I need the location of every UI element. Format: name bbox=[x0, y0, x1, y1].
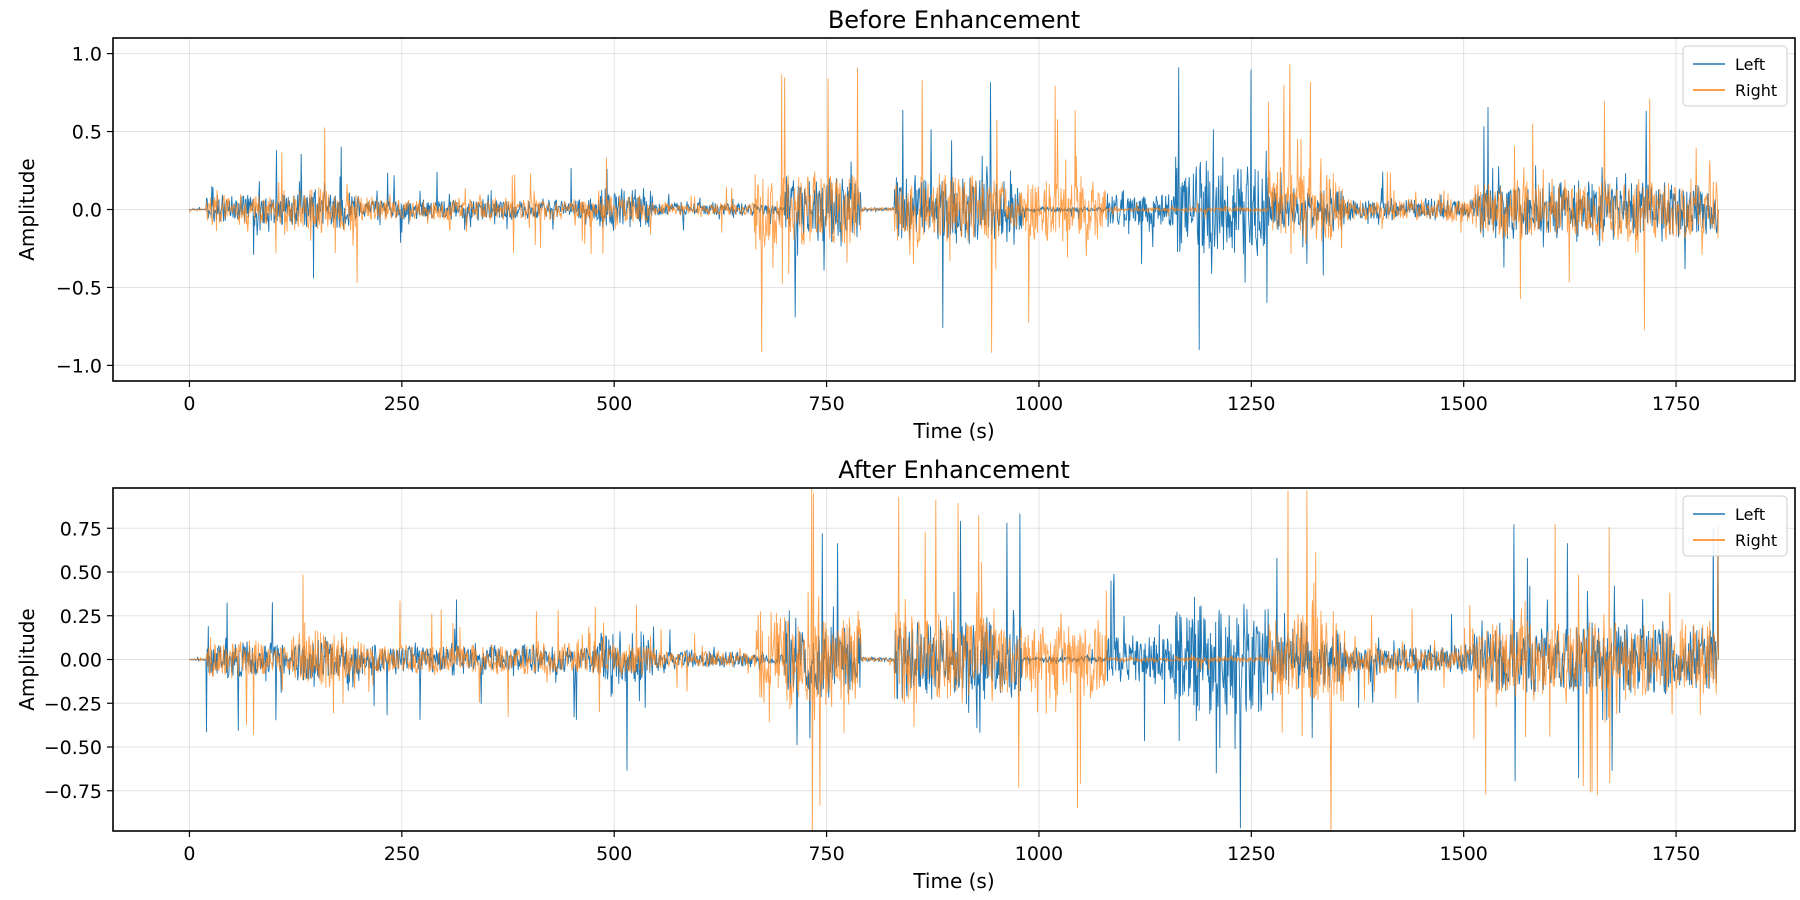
legend-label-left: Left bbox=[1735, 55, 1765, 74]
x-tick-label: 750 bbox=[808, 393, 844, 415]
chart-title: After Enhancement bbox=[838, 456, 1070, 484]
x-tick-label: 1250 bbox=[1227, 843, 1275, 865]
y-tick-label: 0.0 bbox=[72, 200, 102, 222]
chart-panel-1: 0 250 500 750 1000 1250 1500 1750 1.0 0.5 0.0 −0.5 −… bbox=[15, 6, 1796, 443]
legend-label-right: Right bbox=[1735, 531, 1777, 550]
x-axis-label: Time (s) bbox=[912, 869, 994, 893]
x-tick-label: 1750 bbox=[1652, 843, 1700, 865]
x-tick-label: 1500 bbox=[1440, 393, 1488, 415]
legend-box bbox=[1682, 45, 1788, 107]
chart-title: Before Enhancement bbox=[828, 6, 1080, 34]
legend: Left Right bbox=[1682, 45, 1788, 107]
x-tick-label: 750 bbox=[808, 843, 844, 865]
y-tick-label: −0.50 bbox=[44, 737, 102, 759]
y-tick-label: 0.50 bbox=[60, 562, 102, 584]
y-tick-label: −0.25 bbox=[44, 693, 102, 715]
y-tick-label: 1.0 bbox=[72, 44, 102, 66]
y-tick-label: −1.0 bbox=[56, 355, 102, 377]
y-tick-label: −0.5 bbox=[56, 277, 102, 299]
series-line-right bbox=[189, 488, 1719, 831]
series-line-right bbox=[189, 64, 1719, 353]
x-tick-label: 1000 bbox=[1015, 393, 1063, 415]
x-tick-label: 1250 bbox=[1227, 393, 1275, 415]
y-tick-label: 0.75 bbox=[60, 518, 102, 540]
y-axis-label: Amplitude bbox=[15, 158, 39, 261]
y-axis-label: Amplitude bbox=[15, 608, 39, 711]
legend: Left Right bbox=[1682, 495, 1788, 557]
x-tick-label: 0 bbox=[183, 393, 195, 415]
x-tick-label: 250 bbox=[384, 393, 420, 415]
legend-label-left: Left bbox=[1735, 505, 1765, 524]
y-tick-label: 0.5 bbox=[72, 122, 102, 144]
y-tick-label: −0.75 bbox=[44, 781, 102, 803]
legend-box bbox=[1682, 495, 1788, 557]
x-tick-label: 1500 bbox=[1440, 843, 1488, 865]
x-axis-label: Time (s) bbox=[912, 419, 994, 443]
x-tick-label: 500 bbox=[596, 393, 632, 415]
x-tick-label: 500 bbox=[596, 843, 632, 865]
y-tick-label: 0.25 bbox=[60, 606, 102, 628]
y-tick-label: 0.00 bbox=[60, 650, 102, 672]
chart-panel-2: 0 250 500 750 1000 1250 1500 1750 0.75 0.50 0.25 0.… bbox=[15, 456, 1796, 893]
x-tick-label: 250 bbox=[384, 843, 420, 865]
x-tick-label: 0 bbox=[183, 843, 195, 865]
legend-label-right: Right bbox=[1735, 81, 1777, 100]
x-tick-label: 1000 bbox=[1015, 843, 1063, 865]
x-tick-label: 1750 bbox=[1652, 393, 1700, 415]
